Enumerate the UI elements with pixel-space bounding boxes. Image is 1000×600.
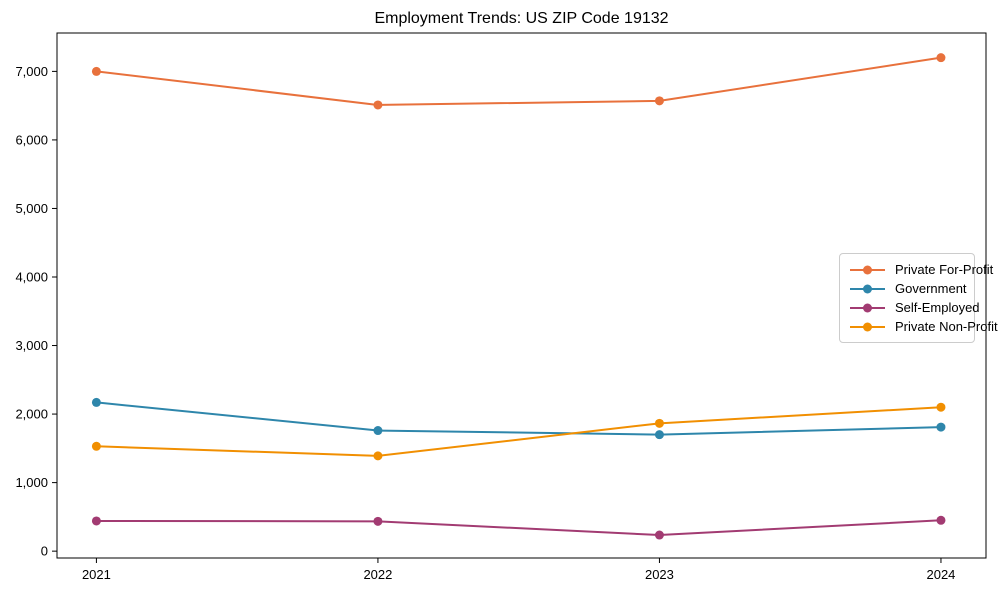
data-point xyxy=(936,422,946,432)
y-tick-label: 3,000 xyxy=(15,338,48,353)
data-point xyxy=(91,397,101,407)
data-point xyxy=(91,516,101,526)
data-point xyxy=(654,430,664,440)
y-tick-label: 4,000 xyxy=(15,269,48,284)
data-point xyxy=(373,516,383,526)
data-point xyxy=(936,515,946,525)
legend-line-marker-government xyxy=(850,284,885,293)
chart-title: Employment Trends: US ZIP Code 19132 xyxy=(374,10,669,27)
legend-line-marker-private-for-profit xyxy=(850,265,885,274)
legend-item-government: Government xyxy=(849,279,967,298)
legend-label: Self-Employed xyxy=(895,300,980,315)
chart-legend: Private For-Profit Government Self-Emplo… xyxy=(839,253,998,343)
legend-line-marker-self-employed xyxy=(850,303,885,312)
data-point xyxy=(654,530,664,540)
y-tick-label: 1,000 xyxy=(15,475,48,490)
series-line-self-employed xyxy=(95,519,942,537)
data-point xyxy=(654,418,664,428)
legend-item-private-for-profit: Private For-Profit xyxy=(849,260,993,279)
y-tick-label: 6,000 xyxy=(15,132,48,147)
legend-label: Private Non-Profit xyxy=(895,319,998,334)
plot-border xyxy=(56,32,987,559)
y-tick-label: 0 xyxy=(41,544,48,559)
series-line-private-for-profit xyxy=(95,56,942,106)
legend-item-self-employed: Self-Employed xyxy=(849,298,980,317)
data-point xyxy=(936,402,946,412)
y-tick-label: 7,000 xyxy=(15,64,48,79)
y-tick-label: 2,000 xyxy=(15,407,48,422)
data-point xyxy=(373,451,383,461)
x-tick-label: 2022 xyxy=(363,567,392,582)
legend-label: Government xyxy=(895,281,967,296)
x-tick-label: 2021 xyxy=(82,567,111,582)
data-point xyxy=(936,53,946,63)
x-tick-label: 2023 xyxy=(645,567,674,582)
data-point xyxy=(373,426,383,436)
legend-label: Private For-Profit xyxy=(895,262,994,277)
series-line-government xyxy=(95,401,942,436)
legend-line-marker-private-non-profit xyxy=(850,322,885,331)
y-tick-label: 5,000 xyxy=(15,201,48,216)
data-point xyxy=(91,66,101,76)
data-point xyxy=(654,96,664,106)
data-point xyxy=(91,441,101,451)
x-tick-label: 2024 xyxy=(926,567,955,582)
data-point xyxy=(373,100,383,110)
legend-item-private-non-profit: Private Non-Profit xyxy=(849,317,998,336)
series-line-private-non-profit xyxy=(95,406,942,457)
